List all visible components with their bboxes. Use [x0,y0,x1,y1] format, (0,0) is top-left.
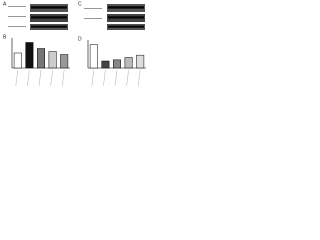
x-tick-stub [15,69,19,87]
bar [25,42,34,69]
x-tick-stub [103,69,106,87]
x-tick-stub [137,69,141,87]
page: {"panels": ["A", "B", "C", "D"], "chart_… [0,0,150,92]
blot-right [84,4,145,30]
x-tick-stub [126,69,129,87]
figure: A B C D [3,1,146,87]
x-tick-stub [61,69,65,87]
x-tick-stub [38,69,42,87]
bar [136,54,145,69]
bar [48,51,57,69]
x-tick-stub [114,69,118,87]
panel-label: A [3,1,7,7]
bar [113,59,121,69]
x-tick-stub [27,69,30,87]
bar [37,48,45,69]
bar [89,44,98,69]
blot-left [8,4,68,30]
x-tick-stub [91,69,95,87]
x-tick-stub [50,69,53,87]
bar [60,54,69,69]
panel-label: C [78,1,82,7]
charts [11,38,146,87]
panel-label: D [78,36,82,42]
bar [13,52,22,69]
panel-label: B [3,34,7,40]
bar [101,60,110,69]
bar [124,57,133,69]
